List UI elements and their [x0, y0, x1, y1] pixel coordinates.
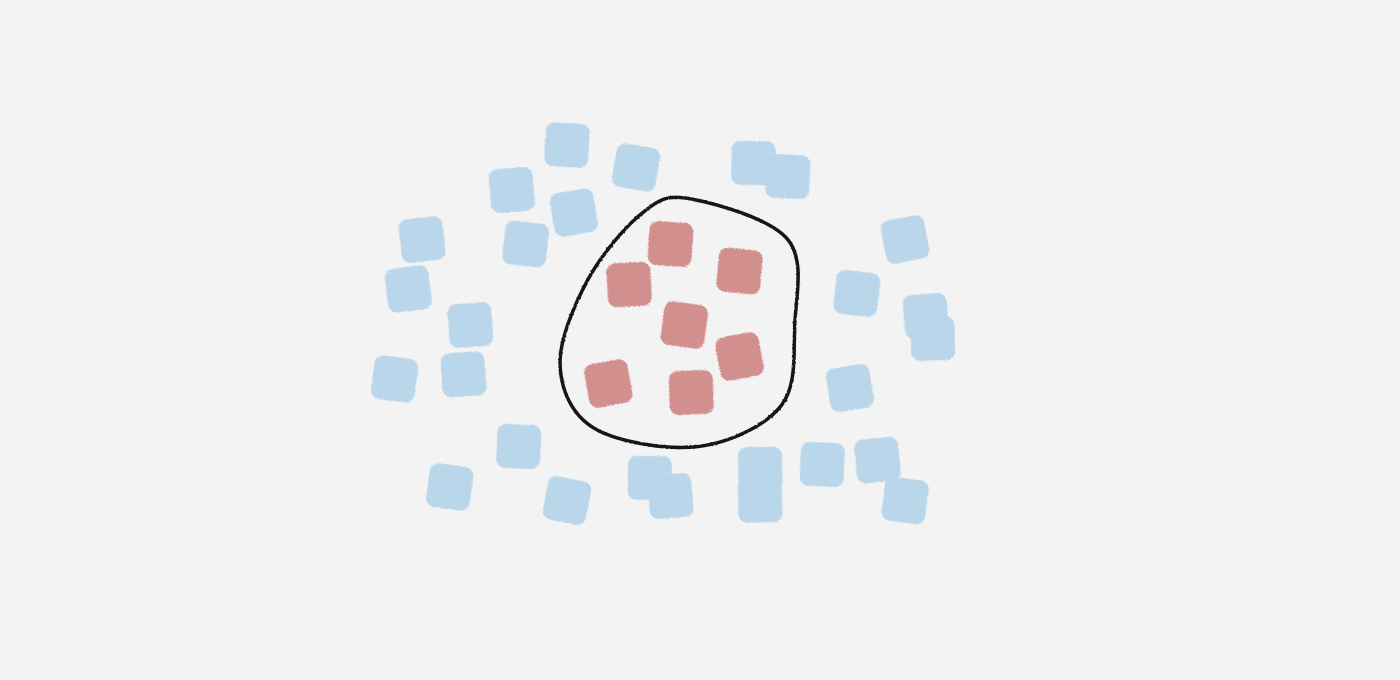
outer-class-point-1 — [544, 122, 590, 168]
outer-class-point-8 — [447, 302, 494, 348]
outer-class-point-3 — [488, 166, 535, 214]
outer-class-point-10 — [440, 351, 487, 398]
axes — [322, 112, 1088, 591]
inner-class-point-2 — [716, 247, 763, 295]
inner-class-point-3 — [606, 261, 652, 308]
outer-class-point-4 — [549, 188, 598, 237]
outer-class-point-15 — [647, 472, 694, 520]
inner-class-point-1 — [647, 221, 694, 267]
inner-class-point-7 — [668, 370, 714, 415]
data-points — [370, 122, 956, 525]
outer-class-point-25 — [910, 316, 956, 361]
outer-class-point-23 — [880, 215, 930, 264]
outer-class-point-22 — [833, 270, 881, 317]
inner-class-point-4 — [660, 301, 709, 349]
outer-class-point-2 — [611, 143, 661, 192]
outer-class-point-27 — [765, 153, 811, 200]
outer-class-point-20 — [881, 476, 929, 525]
inner-class-point-5 — [715, 332, 764, 381]
inner-class-point-6 — [584, 359, 633, 408]
outer-class-point-11 — [496, 423, 542, 470]
outer-class-point-12 — [425, 463, 474, 511]
outer-class-point-19 — [854, 436, 901, 484]
outer-class-point-18 — [799, 442, 845, 487]
decision-boundary — [558, 195, 800, 450]
decision-boundary-curve — [558, 195, 800, 450]
outer-class-point-5 — [398, 216, 446, 263]
outer-class-point-6 — [502, 220, 549, 268]
outer-class-point-26 — [731, 140, 776, 186]
outer-class-point-21 — [825, 364, 874, 412]
outer-class-point-17 — [737, 478, 783, 523]
outer-class-point-9 — [370, 355, 419, 403]
outer-class-point-7 — [384, 265, 432, 313]
outer-class-point-13 — [542, 476, 592, 525]
